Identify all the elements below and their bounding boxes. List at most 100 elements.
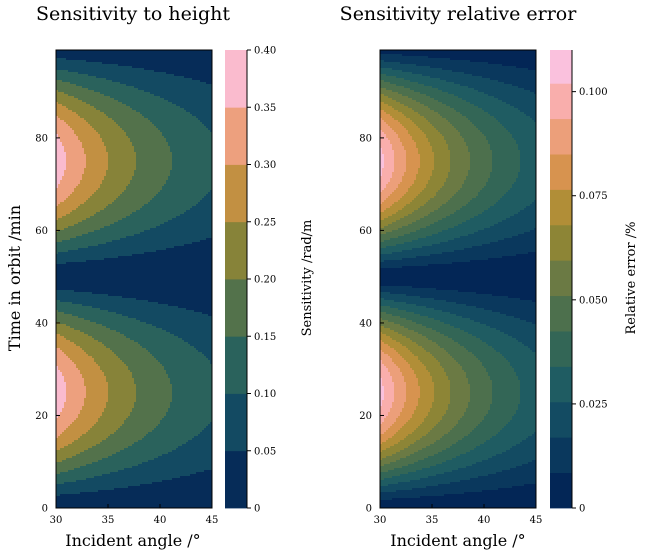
contour-band [380,96,389,99]
contour-band [420,386,435,389]
contour-band [410,118,427,121]
contour-band [96,190,125,193]
contour-band [66,58,213,61]
contour-band [152,324,213,327]
contour-band [382,362,395,365]
contour-band [104,372,133,375]
contour-band [380,418,385,421]
contour-band [74,420,99,423]
contour-band [444,368,463,371]
contour-band [392,192,407,195]
contour-band [438,232,475,235]
contour-band [416,428,433,431]
x-tick-label: 35 [102,515,115,526]
contour-band [386,208,403,211]
contour-band [470,200,499,203]
contour-band [56,320,91,323]
contour-band [106,438,143,441]
contour-band [464,412,489,415]
contour-band [398,200,413,203]
contour-band [380,234,405,237]
contour-band [442,186,463,189]
contour-band [510,362,537,365]
contour-band [380,164,385,167]
contour-band [126,236,213,239]
contour-band [500,330,537,333]
contour-band [118,220,169,223]
contour-band [122,102,173,105]
contour-band [206,238,213,241]
contour-band [416,440,437,443]
contour-band [492,158,521,161]
contour-band [448,120,471,123]
contour-band [382,150,395,153]
contour-band [392,230,417,233]
contour-band [56,314,73,317]
contour-band [56,258,105,261]
contour-band [384,132,397,135]
contour-band [430,212,455,215]
contour-band [416,100,439,103]
contour-band [380,84,397,87]
contour-band [80,204,109,207]
contour-band [380,70,403,73]
contour-band [86,60,213,63]
contour-band [492,396,521,399]
contour-band [402,334,423,337]
contour-band [464,138,487,141]
contour-band [510,364,537,367]
contour-band [392,360,407,363]
contour-band [388,484,439,487]
contour-band [390,140,401,143]
contour-band [388,368,401,371]
contour-band [520,386,537,389]
contour-band [94,192,123,195]
contour-band [92,356,119,359]
contour-band [404,358,419,361]
contour-band [432,234,469,237]
contour-band [56,142,63,145]
contour-band [450,400,471,403]
contour-band [514,368,537,371]
contour-band [392,204,407,207]
contour-band [56,334,61,337]
contour-band [418,172,433,175]
contour-band [116,312,203,315]
contour-fill [380,50,537,509]
contour-band [446,216,475,219]
contour-band [412,340,433,343]
contour-band [380,152,383,155]
contour-band [56,368,59,371]
contour-band [62,216,91,219]
contour-band [380,150,383,153]
contour-band [506,102,537,105]
contour-band [448,432,471,435]
contour-band [202,312,213,315]
contour-band [444,322,481,325]
contour-band [56,372,63,375]
contour-band [62,142,83,145]
contour-band [520,150,537,153]
contour-band [412,432,429,435]
contour-band [188,342,213,345]
contour-band [66,152,85,155]
contour-band [380,314,393,317]
contour-band [512,236,537,239]
contour-band [380,248,413,251]
contour-band [66,262,213,265]
contour-band [160,224,213,227]
contour-band [84,318,137,321]
contour-band [418,402,433,405]
contour-band [380,506,537,509]
contour-band [418,170,433,173]
contour-band [438,130,459,133]
contour-band [418,150,433,153]
contour-band [390,426,403,429]
contour-band [520,392,537,395]
contour-band [56,128,73,131]
contour-band [502,256,537,259]
contour-band [392,498,537,501]
contour-band [396,100,417,103]
contour-band [434,392,451,395]
contour-band [400,474,437,477]
